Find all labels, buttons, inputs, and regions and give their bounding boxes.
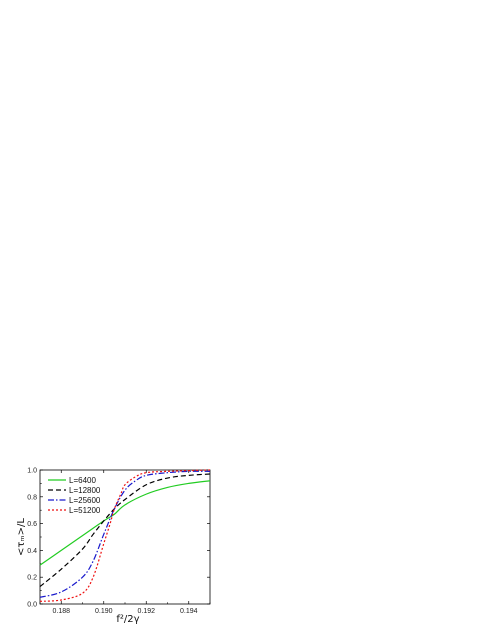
series-line-l-25600 xyxy=(39,470,211,598)
legend-label: L=51200 xyxy=(69,506,101,515)
y-tick-label: 0.8 xyxy=(27,494,37,501)
legend-label: L=12800 xyxy=(69,486,101,495)
legend-label: L=25600 xyxy=(69,496,101,505)
y-tick-label: 0.4 xyxy=(27,548,37,555)
x-tick-label: 0.190 xyxy=(95,608,113,615)
x-axis-label: f²/2γ xyxy=(116,614,139,625)
y-tick-label: 0.2 xyxy=(27,575,37,582)
x-tick-label: 0.192 xyxy=(137,608,155,615)
y-tick-label: 0.6 xyxy=(27,521,37,528)
x-tick-label: 0.188 xyxy=(52,608,70,615)
x-axis-ticks: 0.188 0.190 0.192 0.194 xyxy=(39,470,211,615)
y-axis-label: <τₘ>/L xyxy=(16,518,27,556)
y-axis-ticks: 0.0 0.2 0.4 0.6 0.8 1.0 xyxy=(27,468,210,609)
series-line-l-6400 xyxy=(39,480,211,566)
y-tick-label: 0.0 xyxy=(27,602,37,609)
y-tick-label: 1.0 xyxy=(27,468,37,475)
x-tick-label: 0.194 xyxy=(180,608,198,615)
legend-label: L=6400 xyxy=(69,476,96,485)
series-lines xyxy=(39,469,211,602)
series-line-l-12800 xyxy=(39,473,211,588)
